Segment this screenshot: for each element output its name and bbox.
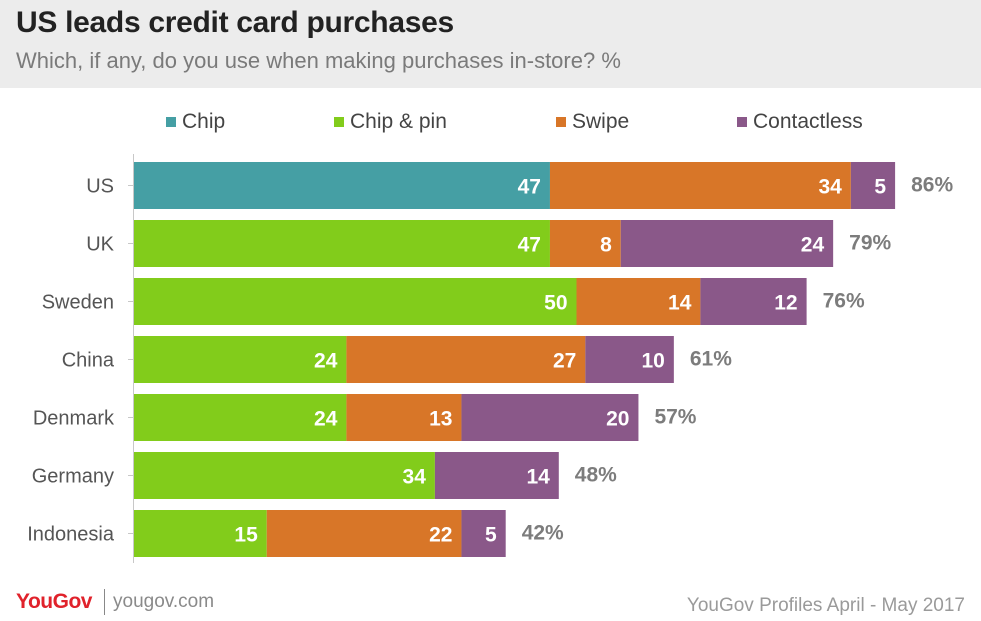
legend-swatch-contactless — [737, 117, 747, 127]
bar-segment — [134, 278, 577, 325]
data-label: 50 — [544, 292, 567, 315]
data-label: 13 — [429, 408, 452, 431]
data-label: 34 — [818, 176, 842, 199]
legend-item-chip-pin: Chip & pin — [334, 110, 447, 134]
bar-segment — [850, 162, 896, 209]
category-label: Sweden — [42, 292, 114, 314]
legend-swatch-chip-pin — [334, 117, 344, 127]
data-label: 14 — [668, 292, 692, 315]
bar-segment — [134, 162, 550, 209]
legend-item-chip: Chip — [166, 110, 225, 134]
bar-segment — [134, 394, 347, 441]
category-label: Denmark — [33, 408, 115, 430]
data-label: 27 — [553, 350, 576, 373]
legend-label-chip-pin: Chip & pin — [350, 110, 447, 133]
footer-url[interactable]: yougov.com — [113, 591, 215, 612]
data-label: 8 — [600, 234, 612, 257]
data-label: 5 — [874, 176, 886, 199]
legend-label-chip: Chip — [182, 110, 226, 133]
bar-segment — [134, 336, 347, 383]
data-label: 24 — [314, 408, 338, 431]
total-label: 57% — [654, 406, 696, 429]
data-label: 24 — [801, 234, 825, 257]
data-label: 22 — [429, 524, 452, 547]
bar-segment — [461, 510, 506, 557]
bar-segment — [134, 452, 435, 499]
legend-swatch-chip — [166, 117, 176, 127]
category-label: Germany — [32, 466, 114, 488]
data-label: 47 — [518, 176, 541, 199]
chart-legend: Chip Chip & pin Swipe Contactless — [0, 110, 981, 138]
bar-segment — [576, 278, 701, 325]
data-label: 24 — [314, 350, 338, 373]
bar-segment — [461, 394, 639, 441]
header-band: US leads credit card purchases Which, if… — [0, 0, 981, 88]
data-label: 15 — [234, 524, 258, 547]
bar-segment — [549, 162, 851, 209]
data-label: 14 — [526, 466, 550, 489]
bar-segment — [585, 336, 674, 383]
bar-segment — [266, 510, 462, 557]
bar-segment — [620, 220, 834, 267]
total-label: 42% — [522, 522, 564, 545]
legend-item-contactless: Contactless — [737, 110, 863, 134]
chart-title: US leads credit card purchases — [16, 6, 454, 39]
legend-label-contactless: Contactless — [753, 110, 863, 133]
data-label: 20 — [606, 408, 629, 431]
total-label: 76% — [823, 290, 865, 313]
footer-source: YouGov Profiles April - May 2017 — [686, 595, 965, 616]
total-label: 61% — [690, 348, 732, 371]
legend-label-swipe: Swipe — [572, 110, 630, 133]
yougov-logo: YouGov — [16, 590, 92, 613]
bar-segment — [134, 510, 267, 557]
bar-segment — [700, 278, 807, 325]
bar-segment — [346, 394, 462, 441]
category-label: UK — [86, 234, 114, 256]
bar-segment — [134, 220, 550, 267]
chart-subtitle: Which, if any, do you use when making pu… — [16, 48, 621, 73]
legend-item-swipe: Swipe — [556, 110, 629, 134]
category-label: China — [62, 350, 115, 372]
category-label: US — [86, 176, 114, 198]
total-label: 86% — [911, 174, 953, 197]
footer-divider — [104, 589, 105, 615]
data-label: 10 — [641, 350, 664, 373]
bar-segment — [549, 220, 621, 267]
bar-segment — [434, 452, 559, 499]
total-label: 79% — [849, 232, 891, 255]
category-label: Indonesia — [27, 524, 115, 546]
data-label: 47 — [518, 234, 541, 257]
data-label: 12 — [774, 292, 797, 315]
bar-segment — [346, 336, 586, 383]
stacked-bar-chart: US 47 34 5 86% UK 47 8 24 79% Sweden 50 14 12 76% China… — [27, 154, 953, 563]
legend-swatch-swipe — [556, 117, 566, 127]
data-label: 5 — [485, 524, 497, 547]
data-label: 34 — [403, 466, 427, 489]
total-label: 48% — [575, 464, 617, 487]
